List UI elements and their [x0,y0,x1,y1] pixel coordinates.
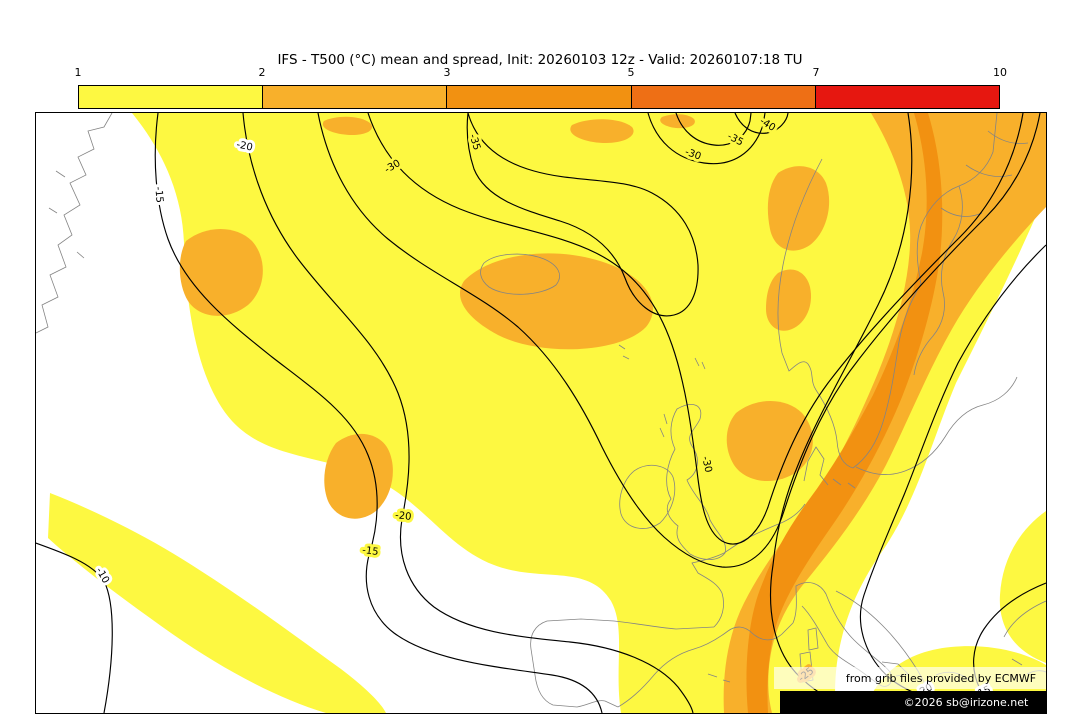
coast-ireland [619,464,676,529]
attribution-block: from grib files provided by ECMWF ©2026 … [774,667,1046,713]
spread-legend: 1 2 3 5 7 10 [74,66,1008,110]
spread-patch-top-1 [322,116,372,135]
contour-label: -20 [395,510,412,523]
coast-danish-isles [832,478,856,489]
spread-band-core [746,113,943,713]
legend-tick-7: 7 [812,66,820,79]
coast-norway [777,158,854,469]
coast-greenland [36,113,113,334]
coast-iberia [530,618,715,708]
coast-faroe [618,344,630,360]
coast-hebrides [659,413,668,438]
legend-segment-5-7 [630,86,815,108]
spread-fill-high-layer [746,113,943,713]
legend-colorbar [78,85,1000,109]
spread-fill-east-strip [999,511,1046,663]
spread-patch-atlantic-west [179,229,263,316]
coast-britain [666,404,726,560]
attribution-copyright: ©2026 sb@irizone.net [904,696,1029,709]
legend-segment-7-10 [814,86,1000,108]
coast-spain-east-lion [617,622,794,708]
coast-greenland-islets [48,170,85,259]
legend-tick-5: 5 [627,66,635,79]
spread-patch-norway-north [767,166,830,251]
legend-tick-10: 10 [993,66,1007,79]
legend-segment-3-5 [446,86,631,108]
coast-jutland [803,446,829,486]
coast-france-west [691,544,737,628]
contour-label: -15 [361,545,379,558]
contour-minus35-loop-west [466,113,699,317]
attribution-copyright-backing [780,691,1046,713]
legend-tick-3: 3 [443,66,451,79]
attribution-source: from grib files provided by ECMWF [846,672,1036,685]
map-frame: -15 -20 -30 -35 -30 -35 -40 -30 -20 -15 … [35,112,1047,714]
page-title: IFS - T500 (°C) mean and spread, Init: 2… [277,52,803,68]
spread-patch-top-3 [660,114,695,129]
coast-sweden-bothnia [852,113,998,469]
contour-minus20 [242,113,694,713]
contour-minus30-trough [367,113,1024,545]
coast-iceland [480,253,560,295]
spread-patch-iceland [459,253,653,350]
contour-minus35-loop-north [675,113,752,146]
spread-fill-southwest-streak [48,493,386,713]
legend-tick-2: 2 [258,66,266,79]
coast-corsica [807,627,819,651]
coast-arctic-fragments [940,130,1029,217]
coastline-layer [36,113,1046,712]
spread-patch-north-sea [726,401,813,482]
legend-segment-1-2 [79,86,263,108]
legend-tick-row: 1 2 3 5 7 10 [74,66,1008,80]
attribution-source-backing [774,667,1046,689]
legend-segment-2-3 [262,86,447,108]
spread-patch-norway-south [766,269,812,331]
forecast-map: -15 -20 -30 -35 -30 -35 -40 -30 -20 -15 … [36,113,1046,713]
contour-minus40-loop-north [734,113,789,134]
contour-minus30-loop-north [647,113,766,165]
spread-patch-atlantic-central [324,433,393,519]
contour-minus25-trough [317,113,1041,568]
contour-minus10 [36,542,113,713]
coast-finland-gulf [913,185,963,376]
contour-label: -15 [152,186,164,203]
spread-patch-top-2 [570,119,634,143]
coast-shetland [694,357,706,370]
coast-baltic-south [855,376,1018,475]
legend-tick-1: 1 [74,66,82,79]
contour-minus15 [154,113,603,713]
coast-balearics [707,673,731,683]
